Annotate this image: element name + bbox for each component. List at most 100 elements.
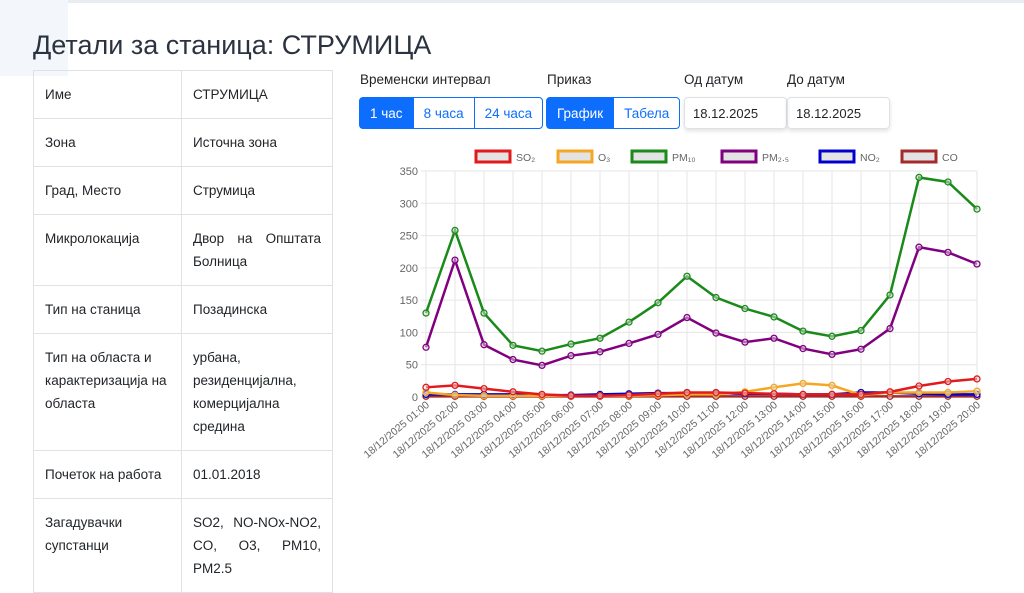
data-point bbox=[973, 375, 981, 383]
detail-key: Загадувачки супстанци bbox=[33, 498, 182, 593]
detail-row: Микролокација Двор на Општата Болница bbox=[33, 214, 333, 286]
data-point bbox=[480, 341, 488, 349]
detail-value: Позадинска bbox=[181, 285, 333, 334]
detail-value: Струмица bbox=[181, 166, 333, 215]
detail-row: Тип на станица Позадинска bbox=[33, 285, 333, 334]
data-point bbox=[828, 390, 836, 399]
detail-key: Тип на областа и карактеризација на обла… bbox=[33, 333, 182, 451]
detail-key: Почеток на работа bbox=[33, 450, 182, 499]
detail-value: СТРУМИЦА bbox=[181, 70, 333, 119]
y-tick-label: 350 bbox=[400, 166, 418, 178]
detail-row: Град, Место Струмица bbox=[33, 166, 333, 215]
data-point bbox=[625, 391, 633, 399]
legend-label: CO bbox=[942, 152, 958, 164]
data-point bbox=[451, 391, 459, 399]
legend-swatch bbox=[818, 149, 856, 164]
legend-swatch bbox=[474, 149, 512, 164]
legend-swatch bbox=[556, 149, 594, 164]
data-point bbox=[422, 383, 430, 391]
data-point bbox=[683, 272, 691, 280]
data-point bbox=[567, 392, 575, 400]
data-point bbox=[422, 343, 430, 351]
data-point bbox=[451, 226, 459, 235]
data-point bbox=[625, 318, 633, 326]
data-point bbox=[596, 392, 604, 400]
interval-label: Временски интервал bbox=[360, 72, 491, 87]
legend-item: PM₁₀ bbox=[630, 149, 696, 164]
top-bar bbox=[0, 0, 1024, 3]
detail-key: Зона bbox=[33, 118, 182, 167]
detail-row: Тип на областа и карактеризација на обла… bbox=[33, 333, 333, 451]
data-point bbox=[509, 388, 517, 396]
data-point bbox=[683, 313, 691, 322]
data-point bbox=[915, 173, 923, 182]
interval-8h-button[interactable]: 8 часа bbox=[412, 97, 475, 129]
data-point bbox=[770, 313, 778, 321]
legend-label: PM₁₀ bbox=[672, 152, 696, 164]
data-point bbox=[828, 350, 836, 359]
data-point bbox=[915, 382, 923, 390]
data-point bbox=[683, 388, 691, 397]
data-point bbox=[596, 334, 604, 342]
legend-swatch bbox=[720, 149, 758, 164]
page-title: Детали за станица: СТРУМИЦА bbox=[33, 30, 432, 60]
y-tick-label: 300 bbox=[400, 198, 418, 210]
data-point bbox=[828, 381, 836, 390]
data-point bbox=[509, 355, 517, 364]
legend-label: PM₂.₅ bbox=[762, 152, 789, 164]
data-point bbox=[857, 390, 865, 399]
data-point bbox=[944, 377, 952, 386]
data-point bbox=[741, 338, 749, 346]
data-point bbox=[770, 390, 778, 398]
data-point bbox=[915, 243, 923, 251]
y-tick-label: 0 bbox=[412, 392, 418, 404]
detail-row: Зона Источна зона bbox=[33, 118, 333, 167]
legend-label: SO₂ bbox=[516, 152, 535, 164]
legend-item: O₃ bbox=[556, 149, 610, 164]
data-point bbox=[712, 388, 720, 397]
data-point bbox=[480, 309, 488, 317]
data-point bbox=[886, 291, 894, 299]
y-tick-label: 200 bbox=[400, 263, 418, 275]
to-date-input[interactable]: 18.12.2025 bbox=[787, 97, 890, 129]
corner-panel bbox=[0, 0, 68, 76]
detail-value: Двор на Општата Болница bbox=[181, 214, 333, 286]
interval-24h-button[interactable]: 24 часа bbox=[473, 97, 544, 129]
from-date-label: Од датум bbox=[684, 72, 744, 87]
legend-swatch bbox=[900, 149, 938, 164]
data-point bbox=[973, 205, 981, 213]
data-point bbox=[828, 332, 836, 340]
legend-item: SO₂ bbox=[474, 149, 535, 164]
view-table-button[interactable]: Табела bbox=[613, 97, 681, 129]
detail-row: Име СТРУМИЦА bbox=[33, 70, 333, 119]
detail-value: 01.01.2018 bbox=[181, 450, 333, 499]
view-button-group: График Табела bbox=[546, 97, 681, 129]
series-PM₂.₅ bbox=[422, 243, 981, 370]
data-point bbox=[886, 388, 894, 396]
data-point bbox=[538, 390, 546, 399]
legend-label: O₃ bbox=[598, 152, 610, 164]
interval-button-group: 1 час 8 часа 24 часа bbox=[359, 97, 544, 129]
data-point bbox=[799, 390, 807, 399]
data-point bbox=[944, 178, 952, 186]
view-chart-button[interactable]: График bbox=[546, 97, 615, 129]
data-point bbox=[480, 392, 488, 400]
detail-row: Загадувачки супстанци SO2, NO-NOx-NO2, CO… bbox=[33, 498, 333, 593]
interval-1h-button[interactable]: 1 час bbox=[359, 97, 414, 129]
data-point bbox=[799, 379, 807, 388]
data-point bbox=[654, 390, 662, 398]
series-PM₁₀ bbox=[422, 173, 981, 355]
data-point bbox=[973, 260, 981, 268]
data-point bbox=[422, 309, 430, 317]
y-tick-label: 50 bbox=[406, 360, 418, 372]
detail-value: урбана, резиденцијална, комерцијална сре… bbox=[181, 333, 333, 451]
from-date-input[interactable]: 18.12.2025 bbox=[684, 97, 787, 129]
legend-swatch bbox=[630, 149, 668, 164]
series-SO₂ bbox=[422, 375, 981, 400]
detail-key: Микролокација bbox=[33, 214, 182, 286]
data-point bbox=[886, 324, 894, 333]
data-point bbox=[741, 389, 749, 397]
detail-value: Источна зона bbox=[181, 118, 333, 167]
data-point bbox=[857, 326, 865, 335]
y-tick-label: 250 bbox=[400, 231, 418, 243]
